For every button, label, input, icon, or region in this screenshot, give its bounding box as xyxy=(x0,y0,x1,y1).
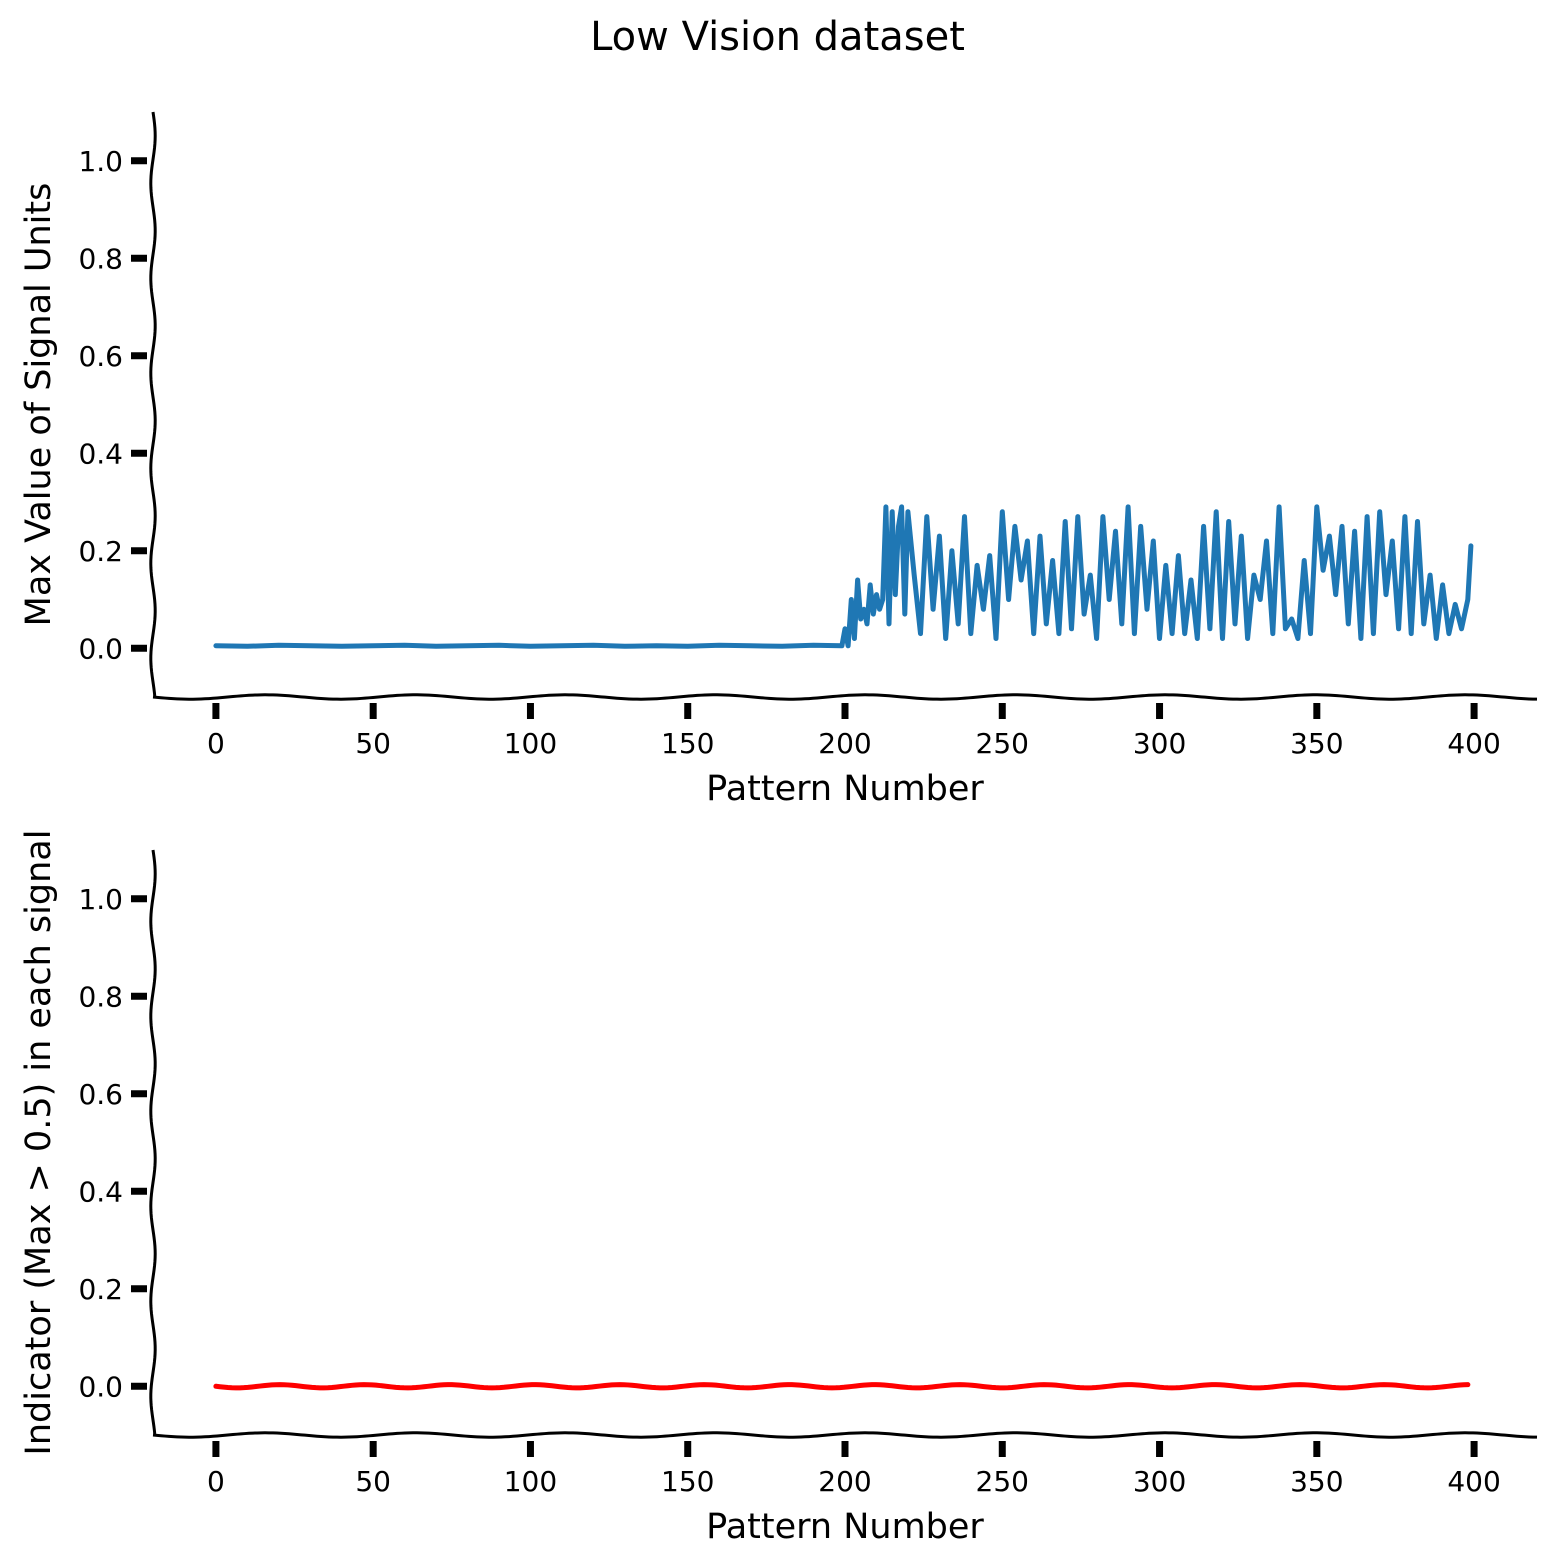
y-axis-spine xyxy=(149,849,157,1435)
y-tick-label: 0.0 xyxy=(78,632,123,665)
y-tick-label: 0.2 xyxy=(78,535,123,568)
x-axis-label: Pattern Number xyxy=(706,769,984,809)
x-tick-label: 150 xyxy=(661,1465,714,1498)
x-tick-label: 400 xyxy=(1447,1465,1500,1498)
y-tick-label: 1.0 xyxy=(78,145,123,178)
y-tick-label: 0.6 xyxy=(78,340,123,373)
x-tick-label: 0 xyxy=(207,1465,225,1498)
y-axis-spine xyxy=(149,111,157,697)
series-line-0 xyxy=(213,1382,1471,1391)
x-tick-label: 200 xyxy=(818,1465,871,1498)
x-tick-label: 150 xyxy=(661,727,714,760)
y-tick-label: 0.4 xyxy=(78,437,123,470)
y-tick-label: 0.2 xyxy=(78,1273,123,1306)
x-tick-label: 200 xyxy=(818,727,871,760)
x-tick-label: 300 xyxy=(1133,727,1186,760)
top-panel: 0 50 100 150 200 250 300 350 400 0.0 0.2 0.4 0.6 0.8 1… xyxy=(19,111,1538,809)
bottom-panel: 0 50 100 150 200 250 300 350 400 0.0 0.2 0.4 0.6 0.8 1… xyxy=(19,830,1538,1547)
x-tick-label: 400 xyxy=(1447,727,1500,760)
y-tick-label: 1.0 xyxy=(78,883,123,916)
x-tick-label: 100 xyxy=(504,1465,557,1498)
x-tick-label: 350 xyxy=(1290,727,1343,760)
x-tick-label: 300 xyxy=(1133,1465,1186,1498)
y-tick-label: 0.4 xyxy=(78,1175,123,1208)
y-axis-label: Indicator (Max > 0.5) in each signal xyxy=(19,830,59,1456)
x-axis-label: Pattern Number xyxy=(706,1507,984,1547)
x-tick-label: 50 xyxy=(355,1465,391,1498)
series-line-0 xyxy=(213,504,1474,649)
x-axis-spine xyxy=(152,1431,1538,1439)
y-tick-label: 0.8 xyxy=(78,980,123,1013)
y-axis-label: Max Value of Signal Units xyxy=(19,183,59,627)
y-tick-label: 0.0 xyxy=(78,1370,123,1403)
y-tick-label: 0.6 xyxy=(78,1078,123,1111)
x-tick-label: 100 xyxy=(504,727,557,760)
x-tick-label: 0 xyxy=(207,727,225,760)
x-tick-label: 350 xyxy=(1290,1465,1343,1498)
x-tick-label: 250 xyxy=(976,727,1029,760)
figure-title: Low Vision dataset xyxy=(590,14,965,60)
x-axis-spine xyxy=(152,693,1538,701)
x-tick-label: 250 xyxy=(976,1465,1029,1498)
y-tick-label: 0.8 xyxy=(78,242,123,275)
x-tick-label: 50 xyxy=(355,727,391,760)
